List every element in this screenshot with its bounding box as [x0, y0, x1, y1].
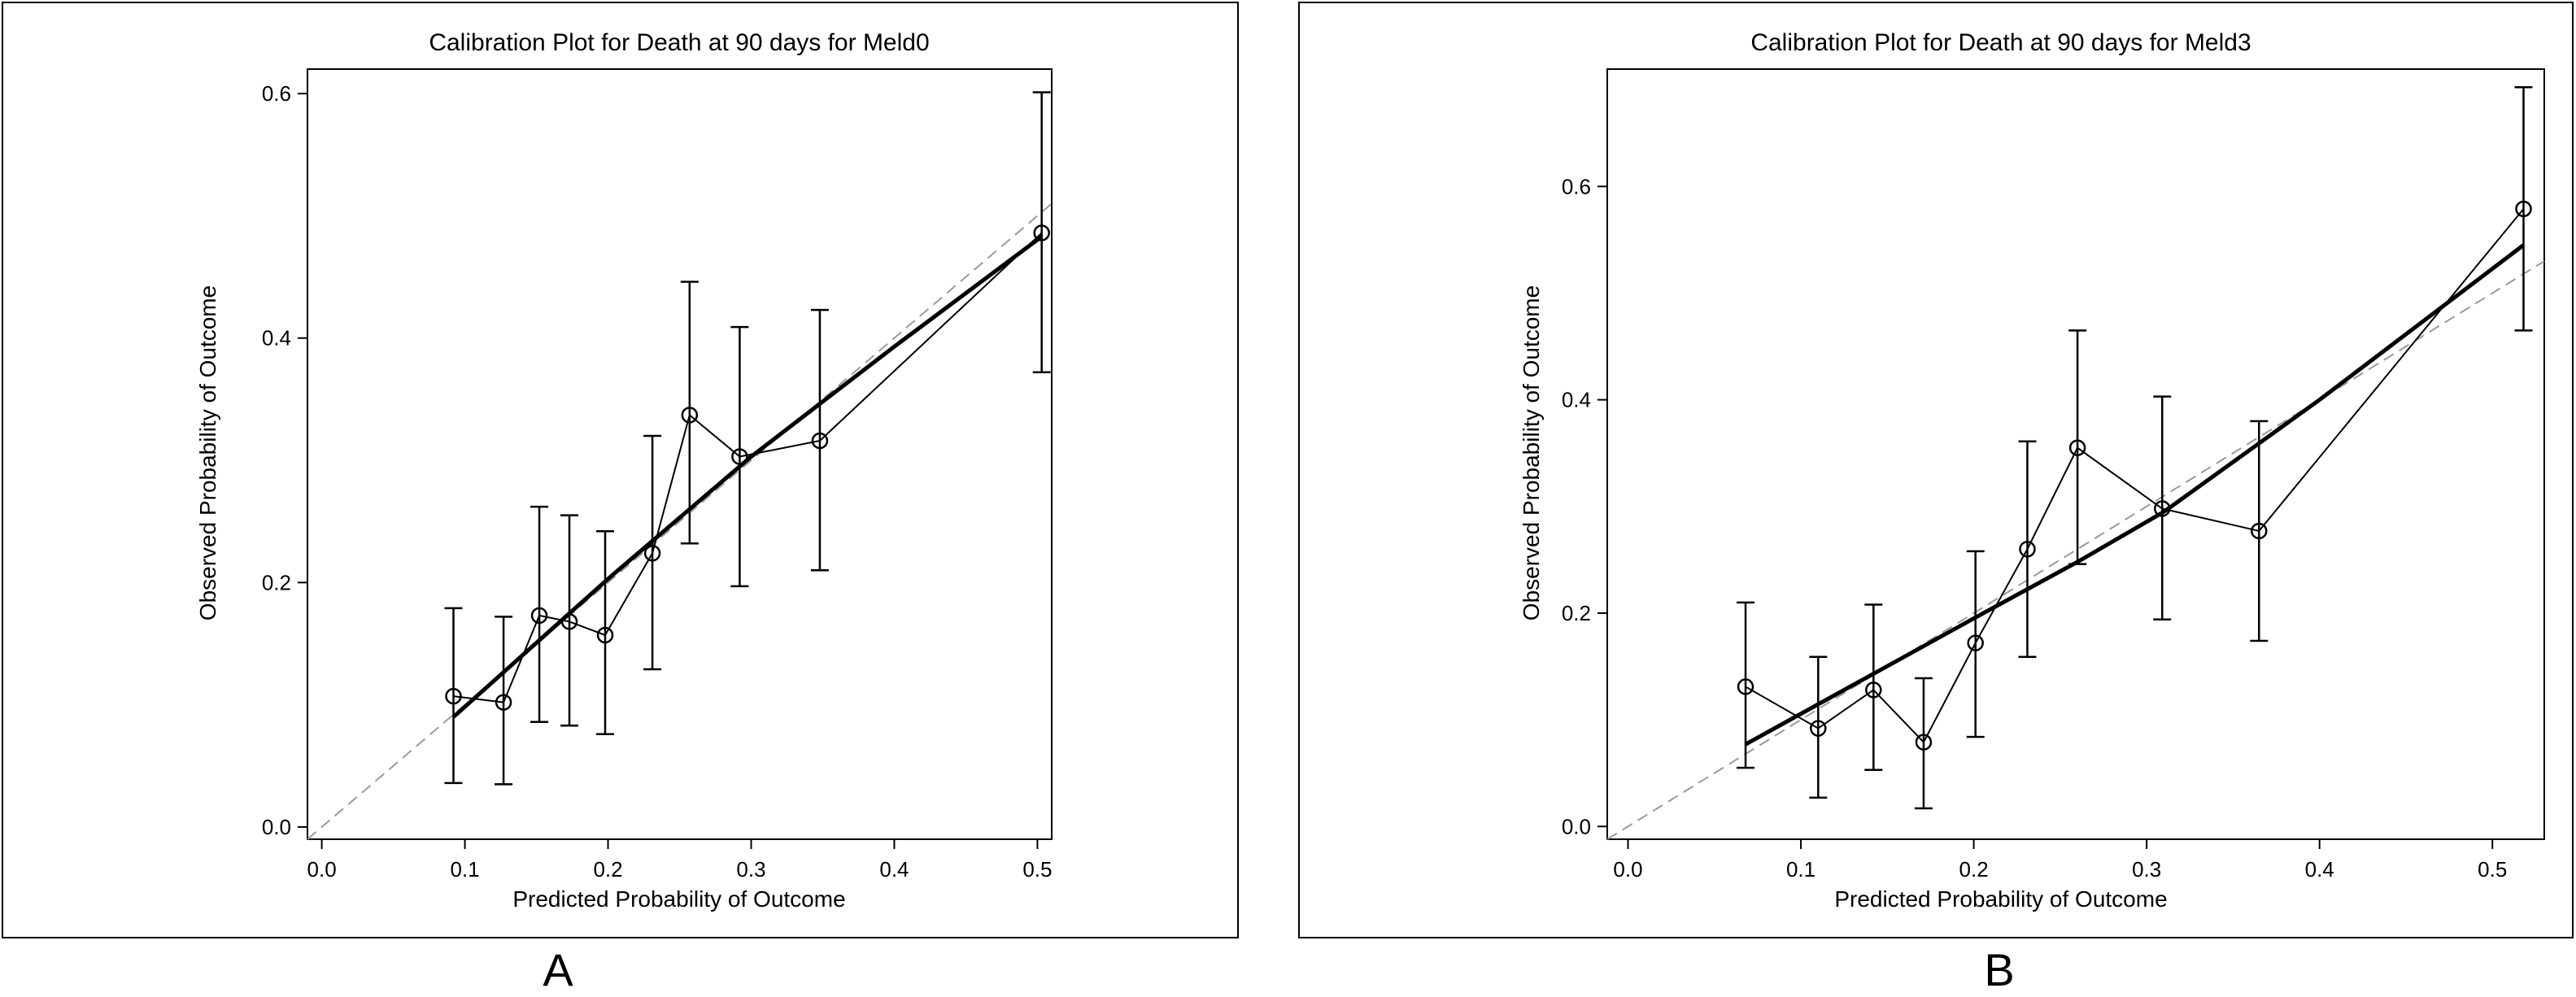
plot-area: [1606, 68, 2545, 840]
panel-a-label: A: [543, 944, 573, 995]
data-point: [445, 687, 462, 705]
data-point: [1865, 681, 1882, 699]
smoothed-calibration-line: [451, 234, 1044, 719]
panel-b-frame: [1298, 2, 2574, 938]
x-tick-label: 0.2: [1959, 857, 1989, 882]
y-tick-label: 0.0: [262, 815, 291, 839]
data-point: [2154, 500, 2171, 517]
y-tick-label: 0.6: [1562, 174, 1591, 198]
x-tick-label: 0.3: [736, 857, 765, 882]
x-tick-label: 0.4: [2305, 857, 2334, 882]
x-tick-label: 0.0: [1613, 857, 1642, 882]
x-tick-label: 0.2: [593, 857, 622, 882]
data-point: [731, 448, 748, 465]
panel-a-ylabel: Observed Probability of Outcome: [195, 285, 220, 620]
panel-a-xlabel: Predicted Probability of Outcome: [512, 886, 845, 912]
data-point: [811, 432, 829, 450]
data-point: [1915, 734, 1933, 751]
data-point: [2515, 200, 2532, 218]
panel-b-title: Calibration Plot for Death at 90 days fo…: [1750, 29, 2251, 56]
panel-b: Calibration Plot for Death at 90 days fo…: [1298, 2, 2574, 995]
panel-b-ylabel: Observed Probability of Outcome: [1519, 285, 1544, 620]
data-point: [495, 694, 512, 711]
data-point: [560, 613, 578, 630]
data-point: [2019, 540, 2036, 558]
x-tick-label: 0.5: [2478, 857, 2507, 882]
data-point: [596, 626, 614, 644]
y-tick-label: 0.4: [262, 326, 291, 350]
y-tick-label: 0.6: [262, 81, 291, 106]
x-tick-label: 0.0: [307, 857, 337, 882]
data-point: [1967, 634, 1984, 651]
data-point: [2251, 522, 2268, 540]
plot-area: [307, 68, 1053, 840]
y-tick-label: 0.4: [1562, 388, 1591, 412]
x-tick-label: 0.1: [1786, 857, 1815, 882]
data-point: [1810, 720, 1827, 737]
x-tick-label: 0.3: [2132, 857, 2161, 882]
panel-a-frame: [2, 2, 1239, 938]
data-point: [530, 607, 548, 625]
y-tick-label: 0.2: [1562, 601, 1591, 625]
panel-b-label: B: [1984, 944, 2014, 995]
panel-b-xlabel: Predicted Probability of Outcome: [1834, 886, 2167, 912]
panel-a: Calibration Plot for Death at 90 days fo…: [2, 2, 1239, 995]
reference-diagonal-line: [1606, 260, 2545, 840]
panel-a-title: Calibration Plot for Death at 90 days fo…: [429, 29, 929, 56]
data-point: [643, 545, 661, 562]
data-point: [681, 407, 699, 424]
reference-diagonal-line: [307, 202, 1053, 840]
y-tick-label: 0.2: [262, 570, 291, 594]
x-tick-label: 0.5: [1022, 857, 1052, 882]
data-point: [1033, 224, 1050, 242]
smoothed-calibration-line: [1744, 243, 2526, 747]
x-tick-label: 0.1: [450, 857, 479, 882]
observed-connecting-line: [1745, 208, 2525, 744]
data-point: [1737, 678, 1754, 695]
x-tick-label: 0.4: [879, 857, 909, 882]
y-tick-label: 0.0: [1562, 814, 1591, 838]
data-point: [2068, 439, 2086, 456]
observed-connecting-line: [453, 232, 1043, 703]
